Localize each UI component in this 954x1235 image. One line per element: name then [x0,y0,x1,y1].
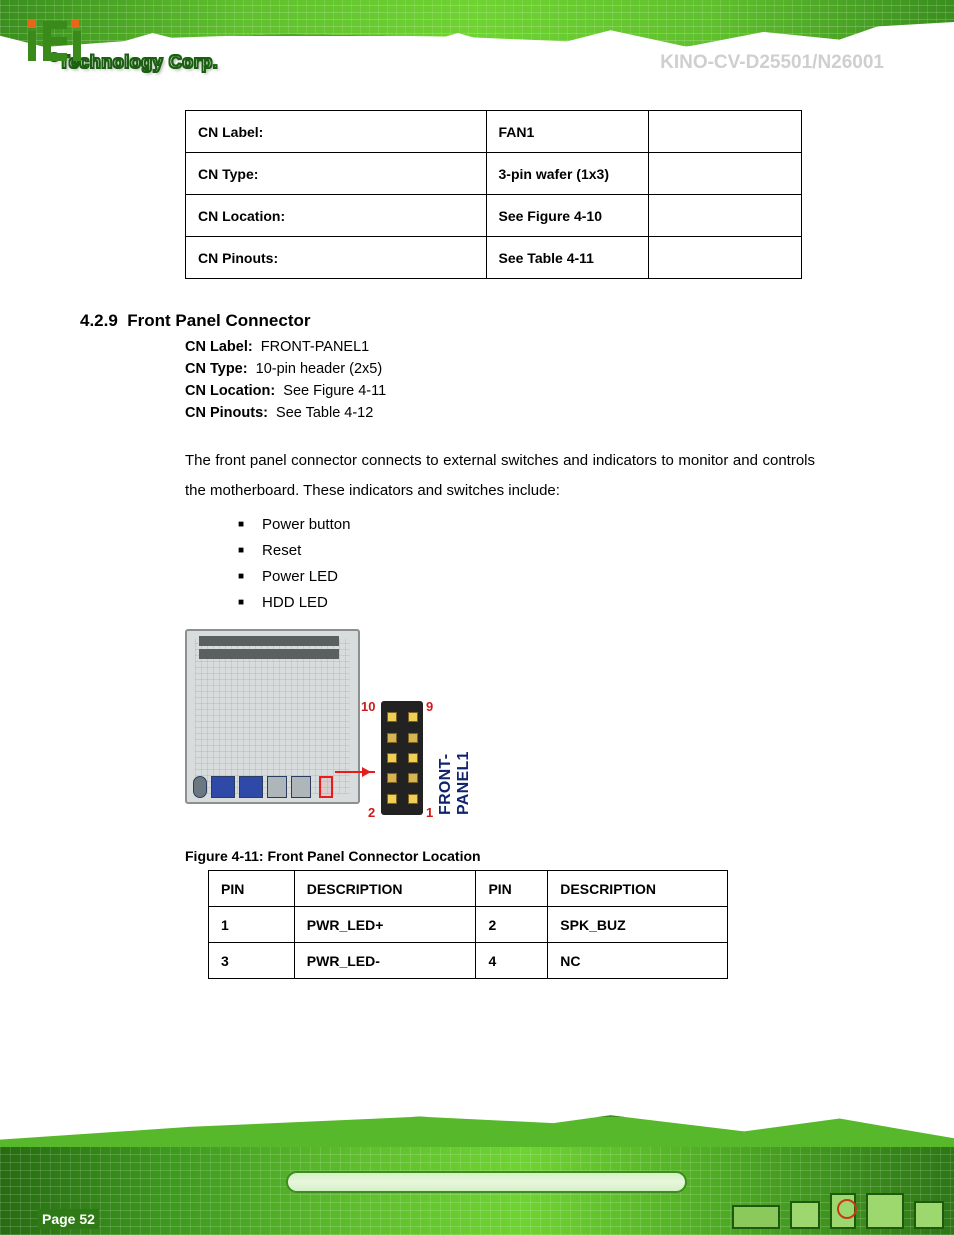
pin-header-graphic [381,701,423,815]
th-desc: DESCRIPTION [548,871,728,907]
board-outline [185,629,360,804]
dimm-slot-icon [199,636,339,646]
logo-glyph-i2 [71,20,81,61]
lan-port-icon [267,776,287,798]
page-footer: Page 52 [0,1113,954,1235]
dimm-slot-icon [199,649,339,659]
footer-chips-graphic [732,1193,944,1229]
pin-number-label: 10 [361,699,375,714]
pinout-table: PIN DESCRIPTION PIN DESCRIPTION 1 PWR_LE… [208,870,728,979]
chip-icon [914,1201,944,1229]
spec-table-fan: CN Label:FAN1 CN Type:3-pin wafer (1x3) … [185,110,802,279]
vga-port-icon [239,776,263,798]
vga-port-icon [211,776,235,798]
brand-logo [28,20,283,68]
cell [649,237,802,279]
cell [649,153,802,195]
cell [649,195,802,237]
logo-glyph-i1 [28,20,36,61]
page-header: ®Technology Corp. KINO-CV-D25501/N26001 [0,0,954,95]
pin-number-label: 2 [368,805,375,820]
lan-port-icon [291,776,311,798]
chip-icon [790,1201,820,1229]
cell: 3 [209,943,295,979]
cell: CN Type: [186,153,487,195]
callout-arrow-icon [335,771,375,773]
cn-pin-line: CN Pinouts: See Table 4-12 [185,405,874,421]
cn-loc-line: CN Location: See Figure 4-11 [185,383,874,399]
audio-jack-icon [193,776,207,798]
cn-label-line: CN Label: FRONT-PANEL1 [185,339,874,355]
chip-icon [732,1205,780,1229]
cell: CN Pinouts: [186,237,487,279]
connector-name-label: FRONT-PANEL1 [437,751,473,815]
figure-front-panel: 10 9 2 1 FRONT-PANEL1 [185,629,495,834]
th-pin: PIN [476,871,548,907]
document-title: KINO-CV-D25501/N26001 [660,52,884,74]
bullet-reset: Reset [238,542,874,559]
cell: FAN1 [486,111,649,153]
bullet-power-button: Power button [238,516,874,533]
cell: 4 [476,943,548,979]
cell: 2 [476,907,548,943]
cell: SPK_BUZ [548,907,728,943]
page-body: CN Label:FAN1 CN Type:3-pin wafer (1x3) … [80,110,874,1075]
section-heading: 4.2.9 Front Panel Connector [80,311,874,331]
th-pin: PIN [209,871,295,907]
cell [649,111,802,153]
bullet-hdd-led: HDD LED [238,594,874,611]
cell: 3-pin wafer (1x3) [486,153,649,195]
cell: CN Label: [186,111,487,153]
cell: PWR_LED+ [294,907,476,943]
footer-tube-graphic [286,1171,687,1193]
cell: NC [548,943,728,979]
logo-glyph-e [43,21,67,61]
cell: CN Location: [186,195,487,237]
intro-paragraph: The front panel connector connects to ex… [185,446,815,506]
connector-highlight [319,776,333,798]
cell: 1 [209,907,295,943]
cell: See Table 4-11 [486,237,649,279]
footer-pcb-texture [0,1147,954,1235]
pin-number-label: 9 [426,699,433,714]
cell: See Figure 4-10 [486,195,649,237]
chip-icon [866,1193,904,1229]
bullet-power-led: Power LED [238,568,874,585]
pin-number-label: 1 [426,805,433,820]
page-number: Page 52 [38,1209,99,1229]
figure-caption: Figure 4-11: Front Panel Connector Locat… [185,848,874,864]
th-desc: DESCRIPTION [294,871,476,907]
cell: PWR_LED- [294,943,476,979]
cn-type-line: CN Type: 10-pin header (2x5) [185,361,874,377]
chip-icon [830,1193,856,1229]
